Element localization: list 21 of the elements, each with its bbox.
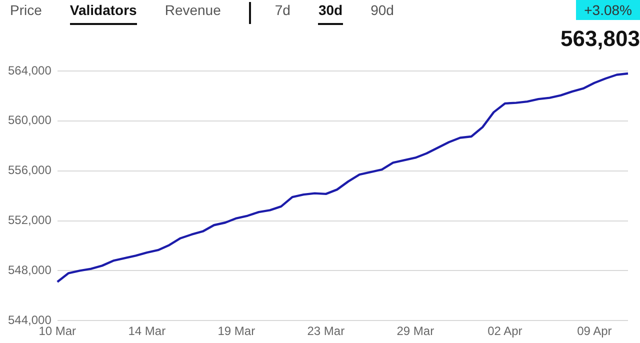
- text: 30d: [318, 2, 343, 25]
- y-tick-label: 564,000: [8, 63, 52, 78]
- x-tick-label: 19 Mar: [218, 324, 256, 338]
- x-tick-label: 10 Mar: [38, 324, 76, 338]
- x-tick-label: 29 Mar: [396, 324, 434, 338]
- y-tick-label: 548,000: [8, 262, 52, 277]
- y-tick-label: 556,000: [8, 163, 52, 178]
- x-tick-label: 14 Mar: [128, 324, 166, 338]
- x-tick-label: 23 Mar: [307, 324, 345, 338]
- chart-subtitle: +3.08%: [576, 0, 640, 20]
- y-tick-label: 544,000: [8, 312, 52, 327]
- text: 7d: [274, 2, 290, 20]
- y-tick-label: 552,000: [8, 213, 52, 228]
- x-tick-label: 09 Apr: [577, 324, 612, 338]
- text: Revenue: [164, 2, 221, 20]
- text: Validators: [70, 2, 137, 25]
- x-tick-label: 02 Apr: [488, 324, 522, 338]
- y-tick-label: 560,000: [8, 113, 52, 128]
- text: 90d: [370, 2, 394, 20]
- text: Price: [10, 2, 42, 20]
- chart-title: 563,803: [560, 26, 640, 52]
